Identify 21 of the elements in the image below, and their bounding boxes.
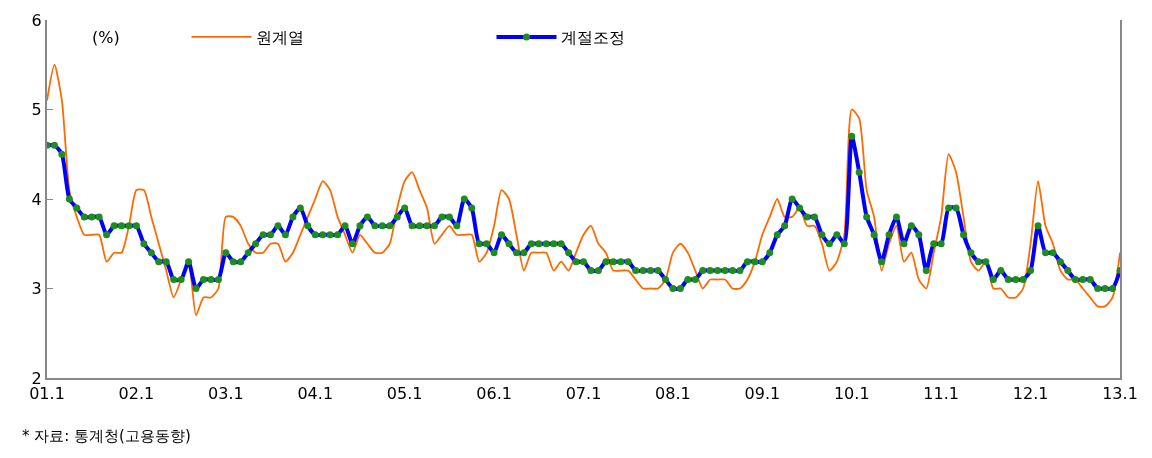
legend-label: 계절조정 — [561, 28, 626, 48]
x-tick-label: 02.1 — [118, 384, 155, 404]
legend-label: 원계열 — [256, 28, 305, 48]
x-tick-label: 07.1 — [565, 384, 602, 404]
x-tick-label: 04.1 — [297, 384, 334, 404]
x-tick-label: 03.1 — [208, 384, 244, 404]
x-tick-label: 06.1 — [476, 384, 512, 404]
x-tick-label: 11.1 — [923, 384, 959, 404]
y-tick-label: 3 — [31, 279, 42, 299]
y-tick-label: 6 — [31, 10, 42, 30]
x-tick-label: 09.1 — [744, 384, 781, 404]
y-tick-label: 4 — [31, 189, 42, 209]
y-tick-label: 5 — [31, 100, 42, 120]
y-axis-title: (%) — [92, 28, 120, 47]
line-series — [47, 63, 1120, 317]
x-tick-label: 08.1 — [655, 384, 691, 404]
x-tick-label: 13.1 — [1102, 384, 1138, 404]
text: * 자료: 통계청(고용동향) — [22, 427, 191, 445]
x-tick-label: 05.1 — [386, 384, 423, 404]
x-tick-label: 10.1 — [833, 384, 870, 404]
x-tick-label: 12.1 — [1012, 384, 1049, 404]
